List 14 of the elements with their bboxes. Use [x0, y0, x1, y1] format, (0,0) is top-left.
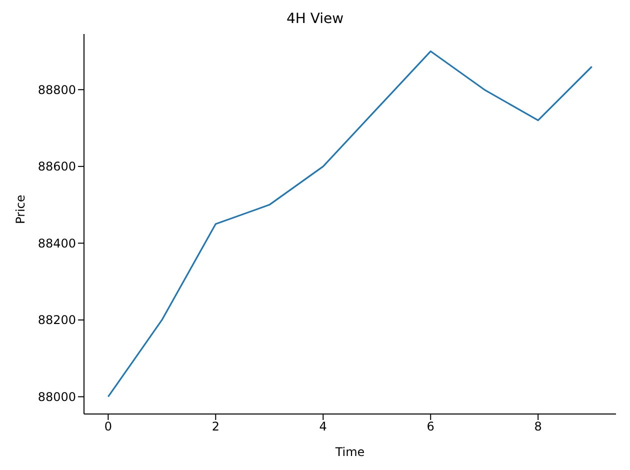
x-tick-label: 4 [319, 420, 327, 434]
y-tick-label: 88400 [38, 236, 76, 250]
y-tick-label: 88800 [38, 82, 76, 97]
x-axis-title: Time [334, 445, 365, 459]
x-tick-label: 6 [426, 420, 434, 434]
chart-title: 4H View [285, 10, 345, 29]
y-tick-label: 88600 [38, 160, 76, 174]
x-tick-label: 0 [104, 420, 112, 434]
y-tick-label: 88200 [38, 313, 76, 328]
y-axis-title: Price [13, 194, 28, 224]
line-series [107, 50, 593, 398]
x-tick-label: 8 [534, 420, 542, 434]
x-tick-label: 2 [212, 420, 220, 434]
y-tick-label: 88000 [38, 390, 76, 404]
